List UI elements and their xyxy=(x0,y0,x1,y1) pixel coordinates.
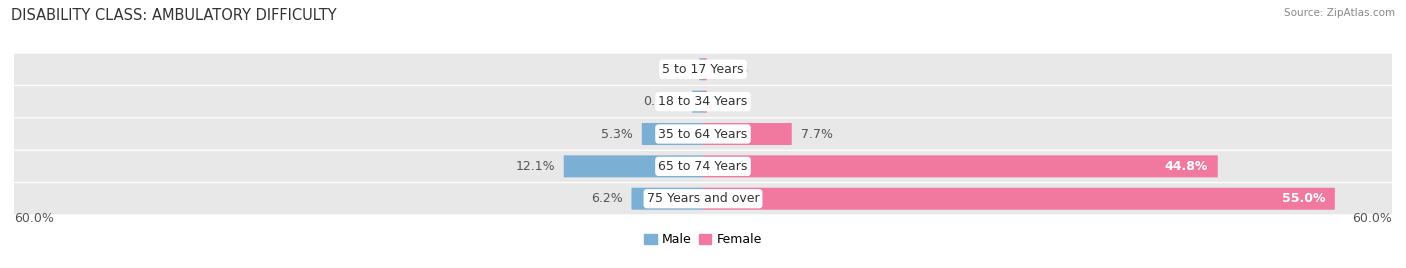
Legend: Male, Female: Male, Female xyxy=(640,228,766,251)
Text: 0.0%: 0.0% xyxy=(716,63,748,76)
FancyBboxPatch shape xyxy=(699,58,703,80)
Text: 7.7%: 7.7% xyxy=(800,128,832,140)
Text: 5.3%: 5.3% xyxy=(602,128,633,140)
FancyBboxPatch shape xyxy=(14,54,1392,85)
Text: 0.91%: 0.91% xyxy=(644,95,683,108)
Text: 0.0%: 0.0% xyxy=(658,63,690,76)
FancyBboxPatch shape xyxy=(14,118,1392,150)
FancyBboxPatch shape xyxy=(703,155,1218,177)
FancyBboxPatch shape xyxy=(703,58,707,80)
Text: 35 to 64 Years: 35 to 64 Years xyxy=(658,128,748,140)
Text: 60.0%: 60.0% xyxy=(14,212,53,225)
Text: 60.0%: 60.0% xyxy=(1353,212,1392,225)
FancyBboxPatch shape xyxy=(703,188,1334,210)
FancyBboxPatch shape xyxy=(641,123,703,145)
Text: 75 Years and over: 75 Years and over xyxy=(647,192,759,205)
FancyBboxPatch shape xyxy=(703,123,792,145)
Text: 0.0%: 0.0% xyxy=(716,95,748,108)
FancyBboxPatch shape xyxy=(14,183,1392,214)
Text: DISABILITY CLASS: AMBULATORY DIFFICULTY: DISABILITY CLASS: AMBULATORY DIFFICULTY xyxy=(11,8,337,23)
Text: 5 to 17 Years: 5 to 17 Years xyxy=(662,63,744,76)
FancyBboxPatch shape xyxy=(692,91,703,113)
Text: Source: ZipAtlas.com: Source: ZipAtlas.com xyxy=(1284,8,1395,18)
FancyBboxPatch shape xyxy=(14,151,1392,182)
Text: 55.0%: 55.0% xyxy=(1282,192,1326,205)
Text: 65 to 74 Years: 65 to 74 Years xyxy=(658,160,748,173)
FancyBboxPatch shape xyxy=(564,155,703,177)
FancyBboxPatch shape xyxy=(703,91,707,113)
Text: 12.1%: 12.1% xyxy=(515,160,555,173)
FancyBboxPatch shape xyxy=(631,188,703,210)
Text: 6.2%: 6.2% xyxy=(591,192,623,205)
Text: 44.8%: 44.8% xyxy=(1164,160,1208,173)
Text: 18 to 34 Years: 18 to 34 Years xyxy=(658,95,748,108)
FancyBboxPatch shape xyxy=(14,86,1392,117)
